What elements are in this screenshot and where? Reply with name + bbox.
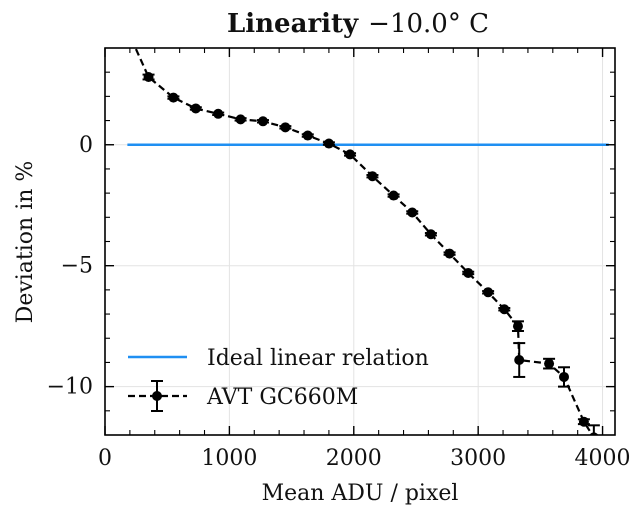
avt-data-point [235,114,246,125]
avt-data-point [444,248,455,259]
avt-data-point [578,416,589,427]
avt-data-point [257,116,268,127]
y-tick-label: 0 [79,133,93,158]
legend-avt-marker [152,391,162,401]
avt-data-point [367,171,378,182]
x-tick-label: 1000 [201,446,257,471]
y-axis-label: Deviation in % [13,161,38,324]
avt-data-point [168,92,179,103]
chart-title-bold: Linearity [227,9,359,39]
chart-title-rest: −10.0° C [368,9,489,39]
y-tick-label: −5 [61,254,93,279]
avt-series-line [134,48,594,435]
tick-labels: 0 1000 2000 3000 4000 −10 −5 0 [47,133,631,471]
avt-data-point [514,355,525,366]
avt-data-point [323,138,334,149]
x-tick-label: 4000 [575,446,631,471]
avt-data-point [213,108,224,119]
avt-data-point [117,14,127,24]
x-tick-label: 3000 [450,446,506,471]
avt-data-point [345,149,356,160]
y-tick-label: −10 [47,375,93,400]
x-axis-label: Mean ADU / pixel [262,481,459,506]
avt-data-point [425,229,436,240]
x-tick-label: 0 [98,446,112,471]
avt-data-point [190,103,201,114]
avt-data-point [407,207,418,218]
avt-data-point [280,122,291,133]
avt-data-point [589,432,599,435]
avt-data-point [544,358,555,369]
avt-data-point [388,190,399,201]
legend-avt-label: AVT GC660M [206,385,358,410]
plot-frame [104,47,616,436]
avt-data-point [463,267,474,278]
x-tick-label: 2000 [326,446,382,471]
grid [104,48,615,435]
avt-data-point [499,304,510,315]
axis-ticks [104,48,615,435]
avt-data-point [302,130,313,141]
avt-data-point [143,72,154,83]
plot-area [117,14,609,435]
avt-data-point [559,371,569,382]
avt-data-point [483,287,494,298]
avt-data-point [512,321,523,332]
legend-ideal-label: Ideal linear relation [207,346,429,371]
chart-title: Linearity −10.0° C [227,9,489,39]
legend: Ideal linear relation AVT GC660M [128,346,429,412]
